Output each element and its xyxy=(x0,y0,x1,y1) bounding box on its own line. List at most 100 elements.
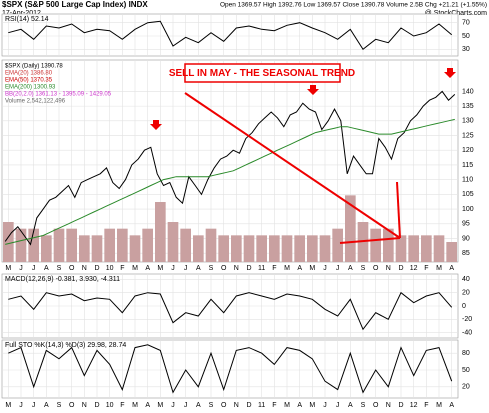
x-tick-label: A xyxy=(297,402,302,409)
volume-bar xyxy=(319,235,331,262)
x-tick-label: J xyxy=(171,265,175,272)
title: $SPX (S&P 500 Large Cap Index) INDX xyxy=(2,0,148,9)
x-tick-label: F xyxy=(120,402,124,409)
x-tick-label: 10 xyxy=(106,402,114,409)
volume-bar xyxy=(446,242,457,262)
series-line xyxy=(8,344,453,394)
x-tick-label: A xyxy=(348,265,353,272)
volume-bar xyxy=(205,228,217,262)
volume-bar xyxy=(91,235,103,262)
date: 17-Apr-2012 xyxy=(2,10,41,17)
x-tick-label: J xyxy=(323,402,327,409)
x-tick-label: A xyxy=(145,265,150,272)
source: @ StockCharts.com xyxy=(425,10,488,17)
x-tick-label: A xyxy=(145,402,150,409)
x-tick-label: D xyxy=(246,265,251,272)
x-tick-label: D xyxy=(246,402,251,409)
y-tick-label: 40 xyxy=(462,276,470,283)
x-tick-label: N xyxy=(234,402,239,409)
x-tick-label: A xyxy=(449,402,454,409)
x-tick-label: M xyxy=(284,265,290,272)
x-tick-label: M xyxy=(436,265,442,272)
volume-bar xyxy=(307,235,318,262)
volume-bar xyxy=(104,228,115,262)
volume-bar xyxy=(167,222,179,262)
volume-bar xyxy=(370,228,381,262)
x-tick-label: N xyxy=(82,265,87,272)
y-tick-label: 130 xyxy=(462,118,474,125)
x-tick-label: N xyxy=(386,402,391,409)
volume-bar xyxy=(269,235,280,262)
x-tick-label: M xyxy=(5,265,11,272)
x-tick-label: J xyxy=(184,402,188,409)
x-tick-label: N xyxy=(82,402,87,409)
volume-bar xyxy=(66,228,77,262)
y-tick-label: 115 xyxy=(462,162,473,169)
x-tick-label: D xyxy=(94,402,99,409)
series-line xyxy=(8,291,453,331)
y-tick-label: 0 xyxy=(462,303,466,310)
x-tick-label: A xyxy=(44,265,49,272)
x-tick-label: F xyxy=(120,265,124,272)
x-tick-label: S xyxy=(209,265,214,272)
y-tick-label: 70 xyxy=(462,20,470,27)
volume-bar xyxy=(421,235,432,262)
y-tick-label: -20 xyxy=(462,316,472,323)
volume-bar xyxy=(433,235,445,262)
volume-bar xyxy=(345,195,356,262)
quote: Open 1369.57 High 1392.76 Low 1369.57 Cl… xyxy=(220,2,487,9)
volume-bar xyxy=(281,235,293,262)
y-tick-label: 120 xyxy=(462,147,474,154)
x-tick-label: A xyxy=(44,402,49,409)
x-tick-label: M xyxy=(309,265,315,272)
volume-bar xyxy=(3,222,14,262)
volume-bar xyxy=(218,235,229,262)
x-tick-label: S xyxy=(361,265,366,272)
x-tick-label: A xyxy=(297,265,302,272)
x-tick-label: J xyxy=(171,402,175,409)
y-tick-label: 80 xyxy=(462,350,470,357)
volume-bar xyxy=(155,202,166,262)
legend-entry: Volume 2,542,122,496 xyxy=(5,99,66,105)
x-tick-label: J xyxy=(323,265,327,272)
x-tick-label: J xyxy=(184,265,188,272)
x-tick-label: F xyxy=(272,265,276,272)
volume-bar xyxy=(193,235,204,262)
x-tick-label: J xyxy=(336,265,340,272)
y-tick-label: 105 xyxy=(462,191,474,198)
panel xyxy=(1,59,459,263)
x-tick-label: S xyxy=(361,402,366,409)
x-tick-label: A xyxy=(449,265,454,272)
legend-entry: EMA(50) 1370.35 xyxy=(5,78,53,84)
x-tick-label: O xyxy=(69,265,75,272)
arrows xyxy=(150,68,456,244)
x-tick-label: S xyxy=(57,265,62,272)
x-tick-label: J xyxy=(32,265,36,272)
x-tick-label: F xyxy=(424,265,428,272)
annotation: SELL IN MAY - THE SEASONAL TREND xyxy=(169,68,355,79)
y-tick-label: 100 xyxy=(462,206,474,213)
y-tick-label: 30 xyxy=(462,46,470,53)
volume-bar xyxy=(231,235,242,262)
panel-label: Full STO %K(14,3) %D(3) 29.98, 28.74 xyxy=(5,342,126,349)
y-tick-label: -40 xyxy=(462,330,472,337)
x-tick-label: J xyxy=(336,402,340,409)
volume-bar xyxy=(15,228,27,262)
y-tick-label: 20 xyxy=(462,384,470,391)
volume-bar xyxy=(294,235,305,262)
x-tick-label: M xyxy=(309,402,315,409)
volume-bar xyxy=(383,228,394,262)
x-tick-label: A xyxy=(196,402,201,409)
x-tick-label: J xyxy=(19,402,23,409)
volume-bar xyxy=(408,235,419,262)
volume-bar xyxy=(332,228,343,262)
y-tick-label: 20 xyxy=(462,290,470,297)
x-tick-label: O xyxy=(221,402,227,409)
panel-label: RSI(14) 52.14 xyxy=(5,16,49,23)
x-tick-label: S xyxy=(57,402,62,409)
y-tick-label: 95 xyxy=(462,221,470,228)
x-tick-label: J xyxy=(32,402,36,409)
x-tick-label: O xyxy=(221,265,227,272)
volume-bar xyxy=(53,228,65,262)
x-tick-label: M xyxy=(5,402,11,409)
